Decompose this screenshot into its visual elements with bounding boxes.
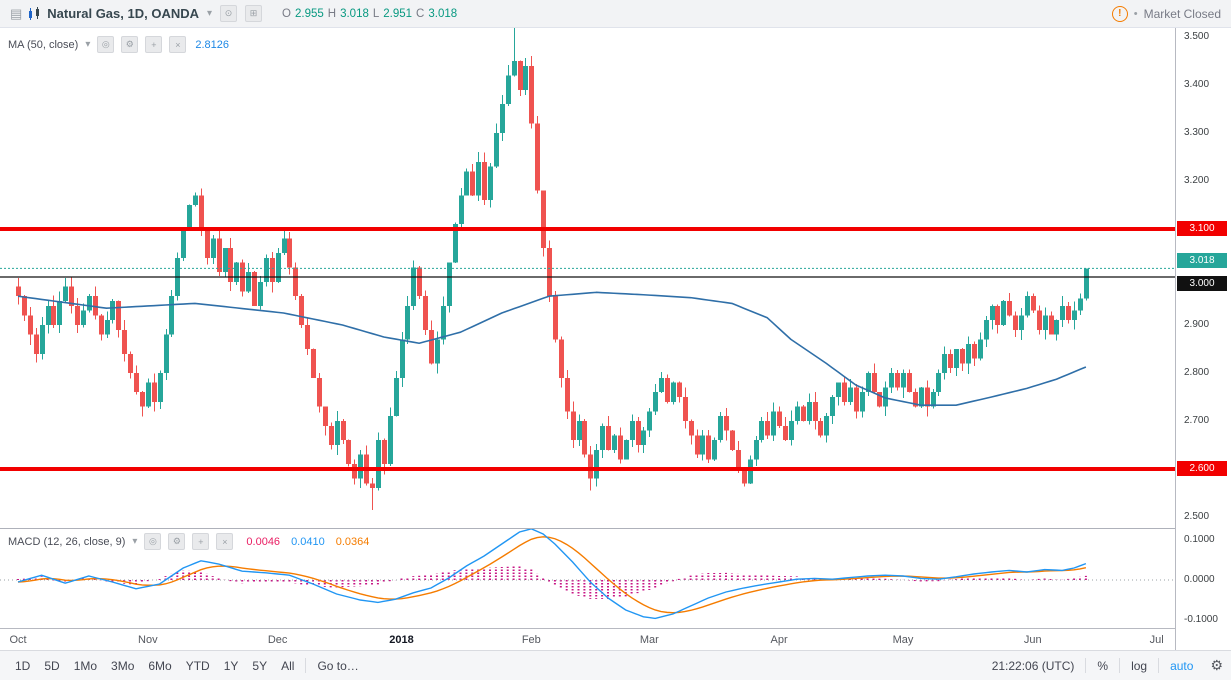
ma-legend: MA (50, close) ▾ ◎ ⚙ + × 2.8126 [8,36,229,53]
price-axis[interactable]: 3.500 3.400 3.300 3.200 2.900 2.800 2.700 2.500… [1175,0,1231,650]
macd-tick: 0.0000 [1184,574,1215,585]
pane-divider[interactable] [0,528,1231,529]
high-value: 3.018 [340,7,369,20]
menu-icon[interactable]: ▤ [10,5,23,21]
chevron-down-icon[interactable]: ▾ [85,39,91,50]
goto-button[interactable]: Go to… [317,658,359,673]
clock-timezone-button[interactable]: 21:22:06 (UTC) [991,658,1075,673]
plus-icon[interactable]: + [192,533,210,550]
macd-legend-label[interactable]: MACD (12, 26, close, 9) [8,535,126,548]
low-label: L [372,7,380,20]
market-status-label: Market Closed [1143,6,1221,21]
ma-legend-label[interactable]: MA (50, close) [8,38,79,51]
range-1y-button[interactable]: 1Y [223,658,239,673]
main-chart[interactable] [0,0,1175,628]
time-axis-label: Feb [521,634,541,646]
eye-icon[interactable]: ◎ [97,36,115,53]
status-dot-icon: • [1133,7,1138,20]
symbol-logo-icon [29,6,40,20]
price-tag: 3.018 [1177,253,1227,269]
price-tag: 2.600 [1177,461,1227,476]
range-6mo-button[interactable]: 6Mo [148,658,172,673]
toolbar-separator [1158,658,1160,673]
macd-tick: -0.1000 [1184,614,1218,625]
macd-hist-value: 0.0046 [246,535,281,548]
macd-line-value: 0.0410 [291,535,325,548]
macd-tick: 0.1000 [1184,534,1215,545]
high-label: H [327,7,337,20]
price-tick: 2.500 [1184,511,1210,522]
gear-icon[interactable]: ⚙ [121,36,139,53]
ma50-line[interactable] [17,291,1087,406]
range-3mo-button[interactable]: 3Mo [111,658,135,673]
close-icon[interactable]: × [216,533,234,550]
support-line[interactable] [0,467,1175,471]
close-value: 3.018 [428,7,458,20]
range-5y-button[interactable]: 5Y [252,658,268,673]
eye-icon[interactable]: ◎ [144,533,162,550]
range-all-button[interactable]: All [281,658,295,673]
resistance-line[interactable] [0,227,1175,231]
percent-scale-button[interactable]: % [1097,658,1109,673]
time-axis-label: Nov [138,634,158,646]
auto-scale-button[interactable]: auto [1170,658,1194,673]
price-tick: 2.700 [1184,415,1210,426]
close-icon[interactable]: × [169,36,187,53]
price-tick: 3.500 [1184,31,1210,42]
ohlc-readout: O 2.955 H 3.018 L 2.951 C 3.018 [282,8,457,20]
open-value: 2.955 [294,7,324,20]
more-options-icon[interactable]: ⊞ [245,5,263,22]
macd-legend: MACD (12, 26, close, 9) ▾ ◎ ⚙ + × 0.0046… [8,533,369,550]
symbol-title[interactable]: Natural Gas, 1D, OANDA [47,6,199,21]
time-axis-label: May [892,634,914,646]
close-label: C [416,7,425,20]
chevron-down-icon[interactable]: ▾ [132,536,138,547]
visibility-icon[interactable]: ⊙ [220,5,238,22]
time-axis-label: Oct [9,634,27,646]
price-tick: 3.300 [1184,127,1210,138]
price-tick: 3.200 [1184,175,1210,186]
toolbar-separator [1119,658,1121,673]
range-1d-button[interactable]: 1D [15,658,31,673]
ma-value: 2.8126 [195,38,229,51]
macd-main-line [17,528,1087,620]
toolbar-separator [1085,658,1087,673]
log-scale-button[interactable]: log [1131,658,1148,673]
price-tag: 3.000 [1177,276,1227,291]
candles [16,27,1089,510]
chevron-down-icon[interactable]: ▾ [207,8,213,19]
range-5d-button[interactable]: 5D [44,658,60,673]
time-axis-label: Apr [770,634,788,646]
price-tick: 3.400 [1184,79,1210,90]
time-axis-label: Dec [267,634,288,646]
open-label: O [282,7,291,20]
plus-icon[interactable]: + [145,36,163,53]
market-status: ! • Market Closed [1111,5,1221,22]
warning-icon[interactable]: ! [1111,5,1128,22]
gear-icon[interactable]: ⚙ [168,533,186,550]
settings-gear-icon[interactable]: ⚙ [1210,657,1223,673]
price-tick: 2.800 [1184,367,1210,378]
price-tick: 2.900 [1184,319,1210,330]
bottom-toolbar: 1D 5D 1Mo 3Mo 6Mo YTD 1Y 5Y All Go to… 2… [0,650,1231,680]
price-tag: 3.100 [1177,221,1227,236]
time-axis-label: Jun [1023,634,1042,646]
chart-header: ▤ Natural Gas, 1D, OANDA ▾ ⊙ ⊞ O 2.955 H… [0,0,1231,28]
time-axis-label: Jul [1149,634,1164,646]
macd-signal-value: 0.0364 [335,535,370,548]
time-axis[interactable]: Oct Nov Dec 2018 Feb Mar Apr May Jun Jul [0,628,1231,651]
time-axis-label: Mar [639,634,659,646]
range-ytd-button[interactable]: YTD [185,658,210,673]
low-value: 2.951 [383,7,413,20]
toolbar-separator [305,658,307,673]
time-axis-label: 2018 [389,634,414,646]
range-1mo-button[interactable]: 1Mo [73,658,98,673]
